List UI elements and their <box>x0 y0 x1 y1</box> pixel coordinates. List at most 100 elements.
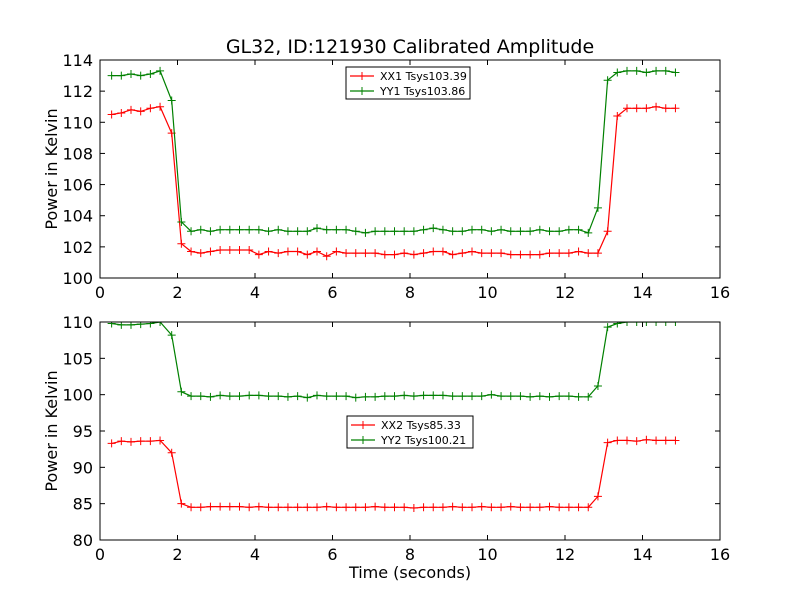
x-tick-label: 0 <box>95 283 105 302</box>
data-point-marker <box>206 227 215 236</box>
data-point-marker <box>642 68 651 77</box>
legend: XX2 Tsys85.33 YY2 Tsys100.21 <box>346 415 474 449</box>
data-point-marker <box>177 239 186 248</box>
data-point-marker <box>117 108 126 117</box>
data-point-marker <box>487 503 496 512</box>
data-point-marker <box>303 393 312 402</box>
series-xx1 <box>107 102 680 261</box>
data-point-marker <box>274 503 283 512</box>
x-tick-label: 6 <box>327 283 337 302</box>
data-point-marker <box>371 249 380 258</box>
data-point-marker <box>107 110 116 119</box>
data-point-marker <box>603 227 612 236</box>
data-point-marker <box>429 391 438 400</box>
data-point-marker <box>254 225 263 234</box>
data-point-marker <box>429 224 438 233</box>
data-point-marker <box>458 227 467 236</box>
data-point-marker <box>235 245 244 254</box>
data-point-marker <box>487 249 496 258</box>
x-tick-label: 16 <box>710 545 730 564</box>
data-point-marker <box>477 225 486 234</box>
data-point-marker <box>555 392 564 401</box>
data-point-marker <box>400 391 409 400</box>
data-point-marker <box>574 503 583 512</box>
data-point-marker <box>107 439 116 448</box>
data-point-marker <box>448 502 457 511</box>
data-point-marker <box>497 503 506 512</box>
legend-box <box>345 66 471 100</box>
y-tick-label: 110 <box>62 313 93 332</box>
data-point-marker <box>613 436 622 445</box>
series-yy2 <box>107 322 680 402</box>
plot-frame <box>99 321 721 541</box>
data-point-marker <box>468 503 476 512</box>
legend-label: XX2 Tsys85.33 <box>381 419 461 432</box>
x-tick-label: 6 <box>327 545 337 564</box>
data-point-marker <box>322 225 331 234</box>
data-point-marker <box>361 228 370 237</box>
data-point-marker <box>390 503 399 512</box>
data-point-marker <box>671 436 680 445</box>
data-point-marker <box>332 225 341 234</box>
data-point-marker <box>671 104 680 113</box>
data-point-marker <box>342 392 351 401</box>
data-point-marker <box>206 502 215 511</box>
data-point-marker <box>156 66 165 75</box>
data-point-marker <box>623 104 631 113</box>
data-point-marker <box>225 392 234 401</box>
data-point-marker <box>206 392 215 401</box>
y-tick-label: 102 <box>62 238 93 257</box>
data-point-marker <box>313 247 321 256</box>
data-point-marker <box>661 322 670 326</box>
x-tick-label: 14 <box>632 283 652 302</box>
y-tick-label: 106 <box>62 176 93 195</box>
data-point-marker <box>603 323 612 332</box>
data-point-marker <box>477 392 486 401</box>
data-point-marker <box>264 227 273 236</box>
data-point-marker <box>313 391 321 400</box>
x-tick-label: 12 <box>555 545 575 564</box>
data-point-marker <box>584 392 593 401</box>
data-point-marker <box>235 225 244 234</box>
plot-frame <box>99 59 721 279</box>
x-tick-label: 0 <box>95 545 105 564</box>
legend-marker <box>358 72 366 80</box>
data-point-marker <box>254 250 263 259</box>
data-point-marker <box>468 247 476 256</box>
data-point-marker <box>380 227 389 236</box>
data-point-marker <box>409 504 418 513</box>
data-point-marker <box>458 392 467 401</box>
data-point-marker <box>632 104 641 113</box>
data-point-marker <box>506 250 515 259</box>
data-point-marker <box>613 112 622 121</box>
x-tick-label: 4 <box>250 283 260 302</box>
data-point-marker <box>419 225 428 234</box>
data-point-marker <box>555 503 564 512</box>
data-point-marker <box>400 227 409 236</box>
data-point-marker <box>274 225 283 234</box>
data-point-marker <box>216 391 225 400</box>
data-point-marker <box>497 225 506 234</box>
data-point-marker <box>371 392 380 401</box>
data-point-marker <box>593 249 602 258</box>
data-point-marker <box>390 250 399 259</box>
data-point-marker <box>264 503 273 512</box>
data-point-marker <box>429 503 438 512</box>
y-tick-label: 80 <box>73 531 93 550</box>
data-point-marker <box>593 492 602 501</box>
data-point-marker <box>254 502 263 511</box>
data-point-marker <box>342 503 351 512</box>
data-point-marker <box>187 503 196 512</box>
data-point-marker <box>322 392 331 401</box>
data-point-marker <box>632 322 641 326</box>
data-point-marker <box>107 322 116 328</box>
data-point-marker <box>652 102 661 111</box>
data-point-marker <box>477 502 486 511</box>
data-point-marker <box>361 392 370 401</box>
data-point-marker <box>254 391 263 400</box>
data-point-marker <box>361 503 370 512</box>
data-point-marker <box>661 66 670 75</box>
bottom-plot-panel: 0 2 4 6 8 10 12 14 16 80 85 90 95 100 105 110 XX2 Tsys85… <box>42 313 730 582</box>
data-point-marker <box>156 102 165 111</box>
data-point-marker <box>156 436 165 445</box>
